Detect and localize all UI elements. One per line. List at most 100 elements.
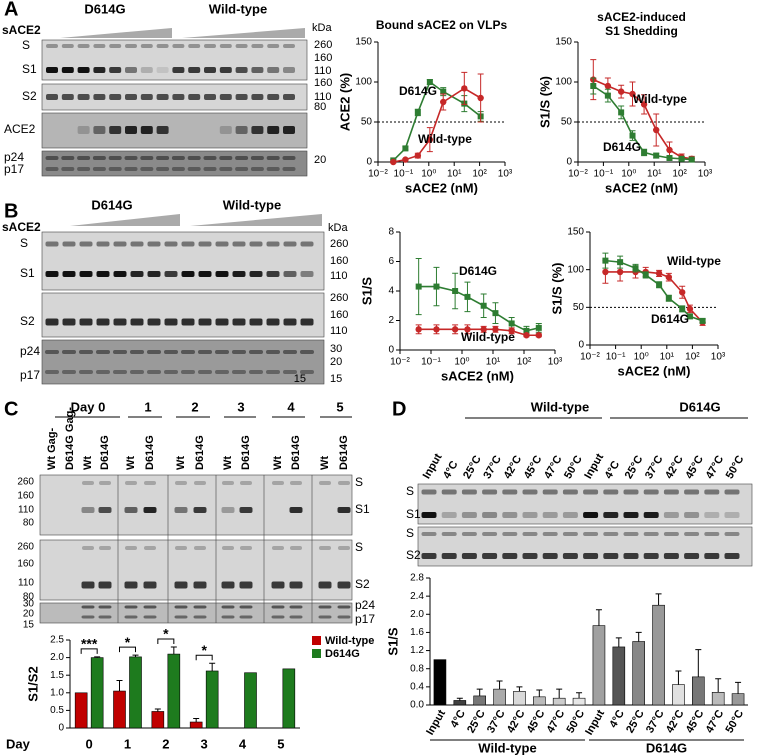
blot-band [704, 489, 720, 495]
treatment-label: sACE2 [2, 220, 41, 234]
blot-band [704, 512, 720, 518]
bar [113, 690, 126, 729]
marker-label: 15 [294, 373, 306, 385]
blot-band [318, 605, 332, 609]
band-label: p24 [4, 150, 24, 164]
blot-band [215, 271, 229, 277]
legend-swatch [312, 636, 321, 645]
blot-band [98, 615, 112, 619]
blot-band [175, 546, 187, 550]
blot-band [623, 553, 639, 559]
bar [493, 688, 506, 706]
blot-band [98, 605, 112, 609]
blot-band [283, 67, 295, 73]
bar [189, 721, 203, 729]
blot-band [583, 532, 599, 536]
blot-band [143, 605, 157, 609]
bar [129, 656, 142, 729]
blot-band [704, 553, 720, 559]
data-point [679, 305, 686, 312]
blot-band [109, 44, 122, 48]
error-bar [556, 688, 563, 699]
bar [612, 646, 626, 706]
x-tick-label: 10² [672, 169, 687, 180]
bar [692, 676, 705, 706]
blot-band [240, 546, 252, 550]
blot-band [235, 94, 248, 100]
blot-band [283, 126, 295, 134]
band-label: p17 [355, 612, 375, 626]
blot-band [125, 481, 137, 485]
blot-band [282, 156, 296, 160]
error-bar [154, 708, 161, 712]
blot-strip [39, 474, 353, 536]
blot-band [337, 605, 351, 609]
blot-band [172, 44, 185, 48]
x-axis-label: sACE2 (nM) [605, 180, 678, 195]
blot-band [113, 318, 127, 326]
blot-band [290, 546, 302, 550]
blot-band [175, 481, 187, 485]
x-tick-label: 0 [86, 736, 93, 751]
y-tick-label: 150 [555, 37, 572, 48]
y-tick-label: 2.4 [410, 591, 424, 602]
band-label: S2 [22, 89, 37, 103]
group-label: Wild-type [531, 399, 589, 414]
blot-band [46, 94, 58, 100]
x-tick-label: 10¹ [447, 169, 462, 180]
y-tick-label: 0 [366, 157, 372, 168]
data-point [440, 98, 447, 106]
band-label: S [406, 484, 414, 498]
blot-band [113, 271, 127, 277]
blot-band [61, 167, 75, 171]
blot-band [267, 67, 280, 73]
data-point [451, 326, 459, 333]
blot-band [603, 553, 619, 559]
blot-band [62, 271, 76, 277]
blot-band [124, 615, 138, 619]
legend-swatch [312, 649, 321, 658]
marker-label: 110 [314, 91, 332, 103]
blot-band [93, 94, 106, 100]
x-tick-label: 10³ [698, 169, 713, 180]
blot-band [643, 532, 659, 536]
kda-label: kDa [312, 22, 332, 34]
blot-band [643, 512, 659, 518]
x-tick-label: 25°C [465, 708, 488, 735]
blot-band [338, 481, 350, 485]
data-point [665, 295, 672, 302]
blot-strip [41, 292, 325, 338]
blot-band [421, 512, 437, 518]
x-axis-label: sACE2 (nM) [405, 180, 478, 195]
blot-band [77, 94, 90, 100]
x-tick-label: 47°C [545, 708, 568, 735]
blot-band [109, 94, 122, 100]
data-point [686, 313, 693, 320]
y-tick-label: 0.5 [50, 705, 64, 716]
blot-band [318, 615, 332, 619]
marker-label: 30 [23, 599, 35, 610]
blot-band [109, 67, 122, 73]
blot-band [502, 553, 518, 559]
band-label: S [355, 540, 363, 554]
x-axis-label: sACE2 (nM) [618, 363, 691, 378]
data-point [618, 109, 625, 116]
blot-band [45, 370, 59, 374]
blot-band [318, 581, 332, 589]
blot-band [130, 241, 144, 247]
blot-band [193, 581, 207, 589]
series-label: Wild-type [667, 254, 721, 268]
marker-label: 260 [17, 542, 34, 553]
blot-band [542, 532, 558, 536]
bar [74, 692, 88, 729]
blot-band [249, 318, 263, 326]
blot-band [77, 156, 91, 160]
data-point [653, 152, 660, 159]
error-bar [655, 593, 662, 606]
blot-band [562, 553, 578, 559]
data-point [508, 320, 515, 327]
marker-label: 160 [314, 52, 332, 64]
y-tick-label: 0 [578, 340, 584, 351]
blot-band [267, 126, 280, 134]
